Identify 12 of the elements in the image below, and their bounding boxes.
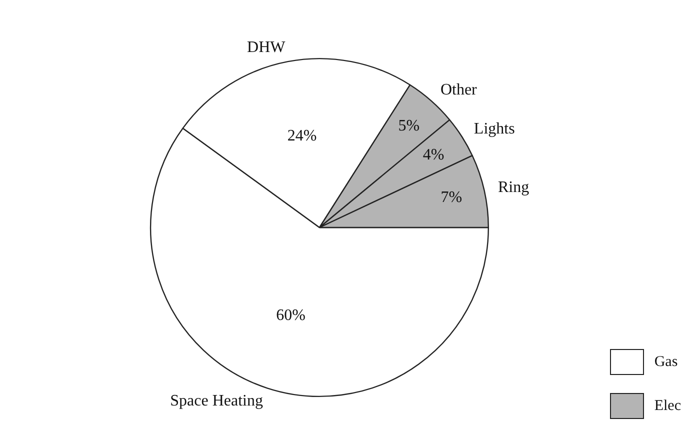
slice-label: Other [440,82,478,99]
data-label: 5% [398,117,420,134]
text: Elec [654,398,681,414]
data-label: 60% [276,307,306,324]
slice-label: DHW [247,39,286,56]
slice-label: Space Heating [170,392,263,410]
slice-label: Ring [498,178,530,196]
data-label: 24% [287,127,317,144]
data-label: 4% [422,146,444,164]
data-label: 7% [440,189,462,206]
slice-label: Lights [474,120,515,138]
text: Gas [654,354,678,370]
